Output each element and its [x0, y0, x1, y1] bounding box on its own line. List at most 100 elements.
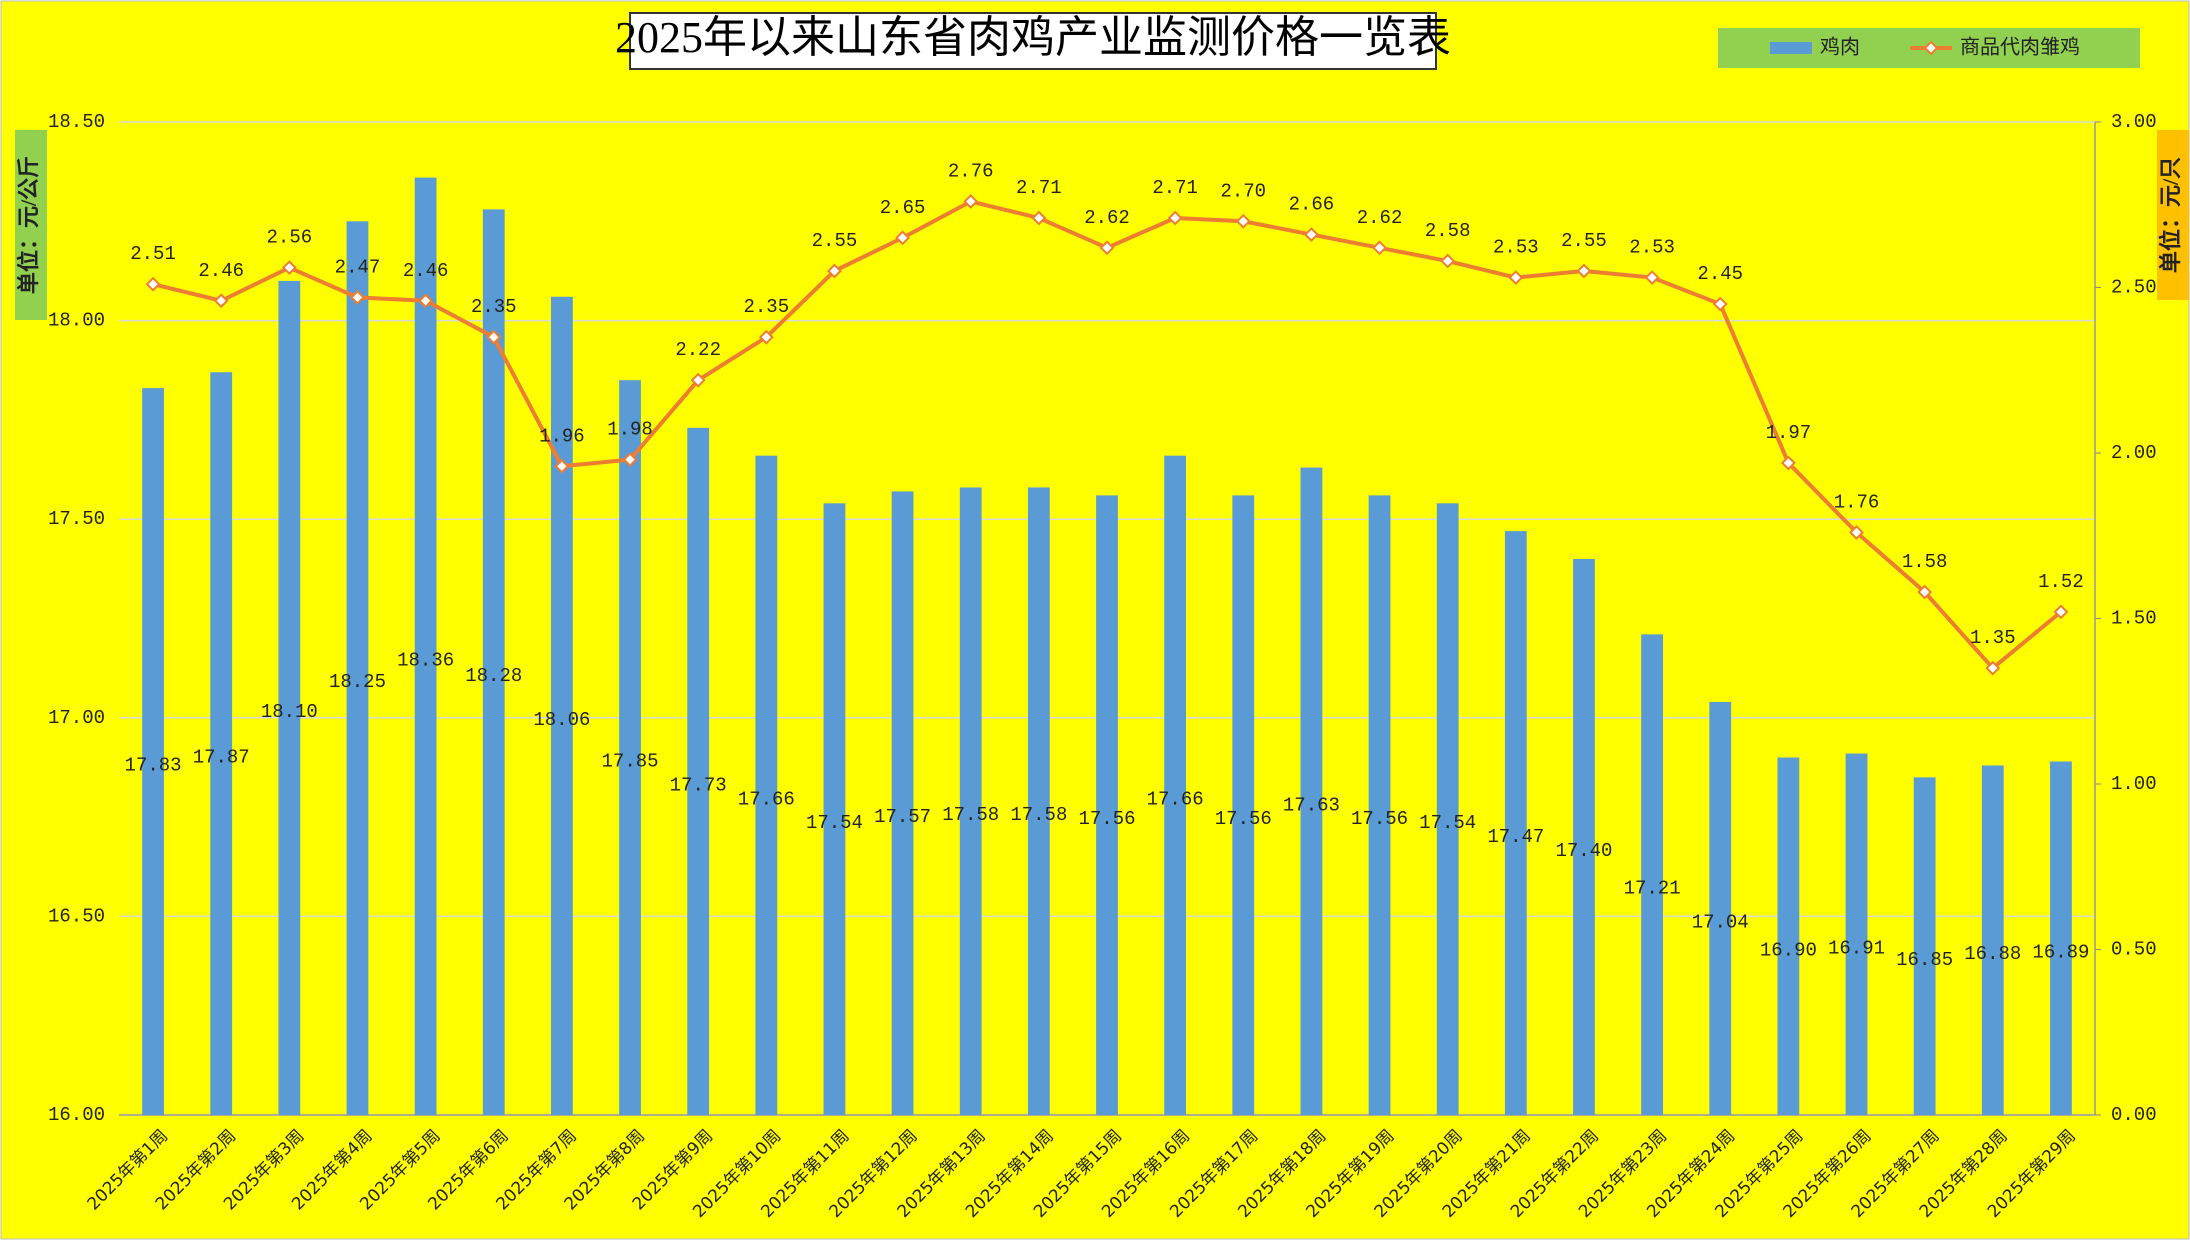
line-value-label: 2.45: [1697, 263, 1743, 285]
line-marker: [145, 276, 161, 292]
line-marker: [486, 329, 502, 345]
line-marker: [1780, 455, 1796, 471]
bar: [891, 491, 914, 1115]
line-value-label: 2.35: [471, 296, 517, 318]
line-marker: [827, 263, 842, 279]
bar: [2050, 761, 2072, 1115]
legend-label: 鸡肉: [1820, 35, 1860, 59]
line-value-label: 2.71: [1152, 177, 1198, 199]
line-marker: [895, 230, 911, 246]
line-marker: [1985, 660, 2001, 676]
line-value-label: 2.47: [335, 256, 381, 278]
line-value-label: 2.35: [744, 296, 790, 318]
y-tick-label: 18.50: [48, 111, 105, 133]
line-value-label: 2.55: [1561, 230, 1607, 252]
bar-value-label: 17.63: [1283, 794, 1340, 816]
bar-value-label: 17.66: [1147, 788, 1204, 810]
bar-value-label: 17.47: [1487, 826, 1544, 848]
bar: [278, 280, 301, 1115]
line-value-label: 2.51: [130, 243, 176, 265]
bar: [1096, 495, 1118, 1115]
line-value-label: 2.22: [675, 339, 721, 361]
legend-swatch: [1770, 42, 1812, 54]
bar: [755, 455, 778, 1115]
legend-label: 商品代肉雏鸡: [1960, 35, 2080, 59]
line-value-label: 2.62: [1084, 207, 1130, 229]
bar: [1232, 495, 1255, 1115]
line-value-label: 1.52: [2038, 571, 2084, 593]
bar: [1913, 777, 1936, 1115]
bar: [414, 177, 437, 1115]
bar: [687, 427, 710, 1115]
line-value-label: 2.70: [1220, 180, 1266, 202]
line-value-label: 2.62: [1357, 207, 1403, 229]
bar-value-label: 16.91: [1828, 937, 1885, 959]
bar-value-label: 17.73: [670, 774, 727, 796]
line-value-label: 1.98: [607, 419, 653, 441]
line-value-label: 2.58: [1425, 220, 1471, 242]
y-tick-label: 16.50: [48, 905, 105, 927]
bar-value-label: 17.56: [1078, 808, 1135, 830]
bar: [619, 380, 641, 1115]
line-value-label: 2.46: [198, 260, 244, 282]
bar: [142, 388, 164, 1115]
bar: [1300, 467, 1323, 1116]
bar: [482, 209, 505, 1115]
line-marker: [1508, 270, 1524, 285]
y2-tick-label: 0.00: [2111, 1104, 2157, 1126]
bar: [1641, 634, 1664, 1115]
line-marker: [758, 329, 774, 345]
bar: [1164, 455, 1187, 1115]
y2-axis-label: 单位：元/只: [2158, 157, 2183, 273]
line-marker: [1099, 240, 1115, 256]
bar: [1981, 765, 2004, 1115]
bar: [823, 503, 846, 1115]
line-value-label: 2.71: [1016, 177, 1062, 199]
y2-label-box: [2157, 130, 2189, 300]
bar-value-label: 17.57: [874, 806, 931, 828]
bar-value-label: 18.25: [329, 671, 386, 693]
bar-value-label: 17.04: [1692, 911, 1749, 933]
line-marker: [1167, 210, 1183, 226]
line-value-label: 1.96: [539, 425, 585, 447]
bar: [1845, 753, 1868, 1115]
bar-value-label: 17.21: [1624, 878, 1681, 900]
bar-value-label: 18.36: [397, 649, 454, 671]
line-marker: [690, 372, 706, 388]
line-value-label: 2.65: [880, 197, 926, 219]
bar-value-label: 17.66: [738, 788, 795, 810]
y-axis-label: 单位：元/公斤: [16, 156, 41, 294]
bar-value-label: 17.40: [1555, 840, 1612, 862]
line-marker: [281, 260, 297, 276]
line-value-label: 2.55: [812, 230, 858, 252]
bar: [550, 296, 573, 1115]
bar-value-label: 17.56: [1351, 808, 1408, 830]
bar-value-label: 17.58: [1010, 804, 1067, 826]
line-value-label: 1.35: [1970, 627, 2016, 649]
line-value-label: 2.66: [1289, 194, 1335, 216]
y2-tick-label: 1.50: [2111, 608, 2157, 630]
bar: [1504, 531, 1527, 1115]
line-marker: [1031, 210, 1047, 226]
bar-value-label: 17.87: [193, 747, 250, 769]
line-marker: [1849, 525, 1864, 540]
line-marker: [1712, 296, 1728, 312]
line-value-label: 1.97: [1766, 422, 1812, 444]
line-marker: [1303, 227, 1319, 242]
y2-tick-label: 1.00: [2111, 773, 2157, 795]
line-value-label: 2.53: [1629, 237, 1675, 259]
bar: [959, 487, 982, 1115]
chart-title: 2025年以来山东省肉鸡产业监测价格一览表: [615, 13, 1451, 62]
line-value-label: 2.76: [948, 160, 994, 182]
title-box: [629, 12, 1437, 70]
line-value-label: 2.46: [403, 260, 449, 282]
y2-tick-label: 2.50: [2111, 277, 2157, 299]
bar-value-label: 18.10: [261, 701, 318, 723]
bar-value-label: 18.28: [465, 665, 522, 687]
y-tick-label: 18.00: [48, 310, 105, 332]
line-marker: [1440, 253, 1456, 269]
bar-value-label: 17.58: [942, 804, 999, 826]
line-marker: [418, 293, 434, 309]
line-marker: [350, 290, 365, 305]
